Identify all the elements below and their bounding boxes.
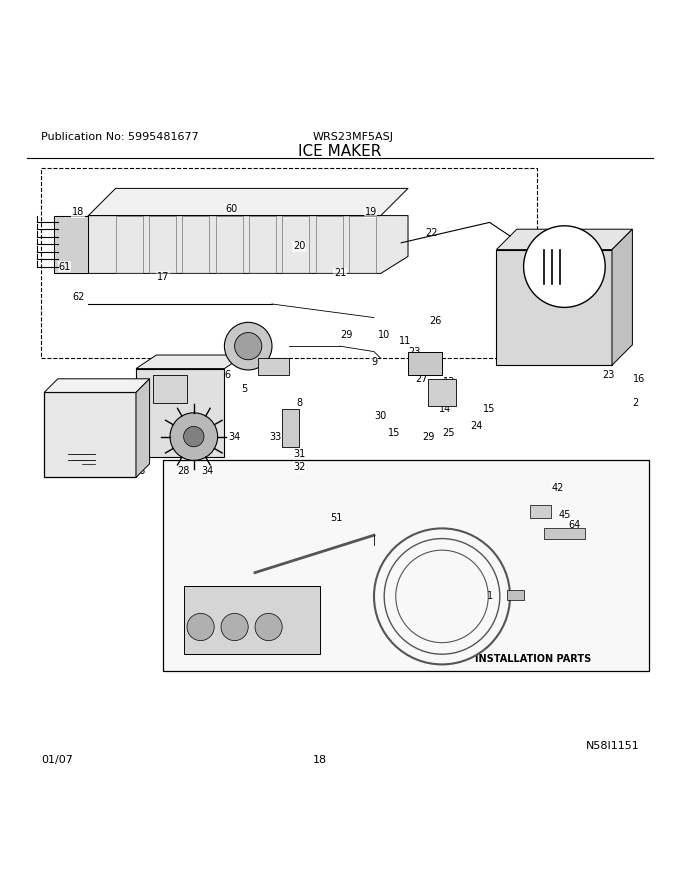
Polygon shape	[54, 216, 88, 274]
Text: 30: 30	[375, 411, 387, 422]
Bar	[282, 409, 299, 447]
Text: 15: 15	[483, 405, 496, 414]
Text: 32: 32	[293, 462, 305, 473]
Bar	[44, 392, 136, 477]
Bar	[136, 369, 224, 457]
Bar	[163, 460, 649, 671]
Polygon shape	[136, 378, 150, 477]
Text: 19: 19	[364, 207, 377, 217]
Text: 29: 29	[422, 431, 435, 442]
Text: 01/07: 01/07	[41, 754, 73, 765]
Text: 22: 22	[426, 228, 438, 238]
Text: 18: 18	[72, 207, 84, 217]
Text: 31: 31	[293, 449, 305, 458]
Bar	[428, 378, 456, 406]
Text: 20: 20	[293, 241, 305, 251]
Polygon shape	[88, 188, 408, 216]
Bar	[530, 504, 551, 518]
Polygon shape	[44, 378, 150, 392]
Text: 61: 61	[58, 261, 71, 272]
Text: 7: 7	[231, 340, 238, 349]
Text: 62: 62	[72, 292, 84, 302]
Bar	[153, 376, 187, 402]
Text: 14: 14	[439, 405, 452, 414]
Circle shape	[221, 613, 248, 641]
Text: 28: 28	[177, 466, 190, 475]
Text: 11: 11	[398, 336, 411, 347]
Polygon shape	[496, 229, 632, 250]
Bar	[496, 250, 612, 365]
Text: 3: 3	[180, 391, 187, 400]
Text: 4: 4	[167, 442, 173, 451]
Bar	[408, 352, 442, 376]
Text: 23: 23	[409, 347, 421, 356]
Text: 2: 2	[632, 398, 639, 407]
Circle shape	[184, 427, 204, 447]
Circle shape	[224, 322, 272, 370]
Text: 34: 34	[228, 431, 241, 442]
Text: 6: 6	[224, 370, 231, 380]
Bar	[184, 586, 320, 654]
Polygon shape	[136, 355, 245, 369]
Text: 34: 34	[201, 466, 214, 475]
Text: 21: 21	[334, 268, 346, 278]
Text: 60: 60	[225, 204, 237, 214]
Text: 8: 8	[296, 398, 303, 407]
Text: 24: 24	[470, 422, 482, 431]
Circle shape	[524, 226, 605, 307]
Text: 26: 26	[429, 316, 441, 326]
Text: 23: 23	[602, 370, 615, 380]
Text: 25: 25	[443, 429, 455, 438]
Circle shape	[170, 413, 218, 460]
Text: 64: 64	[568, 520, 581, 530]
Text: 12: 12	[517, 285, 530, 296]
Polygon shape	[612, 229, 632, 365]
Bar	[258, 358, 289, 376]
Text: 29: 29	[341, 330, 353, 340]
Text: 42: 42	[551, 482, 564, 493]
Text: 26: 26	[429, 356, 441, 367]
Text: 27: 27	[415, 374, 428, 384]
Text: 18: 18	[313, 754, 327, 765]
Text: N58I1151: N58I1151	[585, 741, 639, 751]
Text: 9: 9	[371, 356, 377, 367]
Bar	[507, 590, 524, 600]
Text: ICE MAKER: ICE MAKER	[299, 143, 381, 158]
Text: 13: 13	[443, 378, 455, 387]
Text: 45: 45	[558, 510, 571, 520]
Text: 55: 55	[259, 629, 271, 639]
Text: 1: 1	[486, 591, 493, 601]
Text: 5: 5	[241, 384, 248, 394]
Text: 17: 17	[157, 272, 169, 282]
Text: 33: 33	[269, 431, 282, 442]
Polygon shape	[544, 528, 585, 539]
Text: WRS23MF5ASJ: WRS23MF5ASJ	[313, 132, 394, 143]
Text: INSTALLATION PARTS: INSTALLATION PARTS	[475, 654, 592, 664]
Text: 35: 35	[181, 411, 193, 422]
Text: 16: 16	[633, 374, 645, 384]
Text: 34: 34	[208, 405, 220, 414]
Text: 10: 10	[378, 330, 390, 340]
Text: Publication No: 5995481677: Publication No: 5995481677	[41, 132, 199, 143]
Text: 51: 51	[330, 513, 343, 524]
Text: 15: 15	[388, 429, 401, 438]
Polygon shape	[88, 216, 408, 274]
Circle shape	[255, 613, 282, 641]
Text: 36: 36	[133, 466, 146, 475]
Circle shape	[235, 333, 262, 360]
Circle shape	[187, 613, 214, 641]
